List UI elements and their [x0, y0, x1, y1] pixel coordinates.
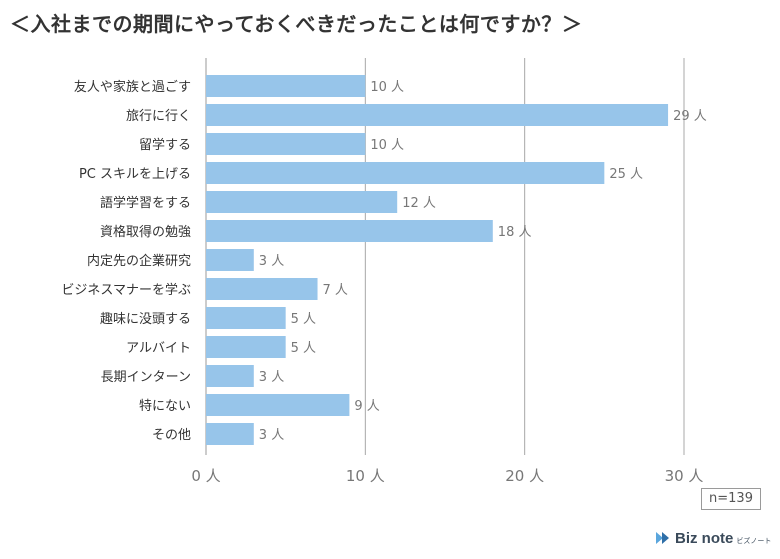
bar — [206, 133, 366, 155]
value-label: 10 人 — [370, 138, 404, 153]
value-label: 3 人 — [259, 254, 284, 269]
value-label: 12 人 — [402, 196, 436, 211]
bar — [206, 249, 254, 271]
bar — [206, 191, 398, 213]
logo-text: Biz note — [675, 529, 734, 547]
value-label: 5 人 — [291, 341, 316, 356]
category-label: 趣味に没頭する — [100, 312, 191, 327]
category-label: 語学学習をする — [100, 195, 191, 211]
value-label: 3 人 — [259, 428, 284, 443]
value-label: 5 人 — [291, 312, 316, 327]
chart-title: ＜入社までの期間にやっておくべきだったことは何ですか？＞ — [10, 12, 583, 36]
bar — [206, 104, 669, 126]
bar — [206, 307, 286, 329]
category-label: その他 — [152, 428, 191, 443]
x-tick-label: 30 人 — [665, 467, 704, 485]
bar — [206, 162, 605, 184]
category-label: 内定先の企業研究 — [87, 253, 191, 269]
value-label: 3 人 — [259, 370, 284, 385]
value-label: 25 人 — [609, 167, 643, 182]
category-label: 留学する — [139, 137, 191, 153]
sample-size-note: n=139 — [701, 488, 761, 510]
bar — [206, 423, 254, 445]
category-label: 特にない — [139, 399, 191, 414]
category-label: 友人や家族と過ごす — [74, 79, 191, 95]
biz-note-logo: Biz note ビズノート — [654, 528, 771, 548]
bar — [206, 394, 350, 416]
category-label: アルバイト — [126, 341, 191, 356]
x-tick-label: 20 人 — [505, 467, 544, 485]
bar — [206, 365, 254, 387]
bar — [206, 75, 366, 97]
category-label: 旅行に行く — [126, 109, 191, 124]
category-label: 資格取得の勉強 — [100, 224, 191, 240]
bar — [206, 278, 318, 300]
value-label: 29 人 — [673, 109, 707, 124]
value-label: 7 人 — [323, 283, 348, 298]
category-label: PC スキルを上げる — [79, 167, 191, 182]
logo-mark-icon — [656, 532, 669, 544]
category-label: ビジネスマナーを学ぶ — [61, 282, 191, 298]
logo-subtext: ビズノート — [736, 537, 772, 545]
bar — [206, 220, 493, 242]
bar — [206, 336, 286, 358]
value-label: 9 人 — [354, 399, 379, 414]
x-tick-label: 0 人 — [191, 467, 220, 485]
value-label: 10 人 — [370, 80, 404, 95]
value-label: 18 人 — [498, 225, 532, 240]
x-tick-label: 10 人 — [346, 467, 385, 485]
category-label: 長期インターン — [101, 370, 191, 385]
